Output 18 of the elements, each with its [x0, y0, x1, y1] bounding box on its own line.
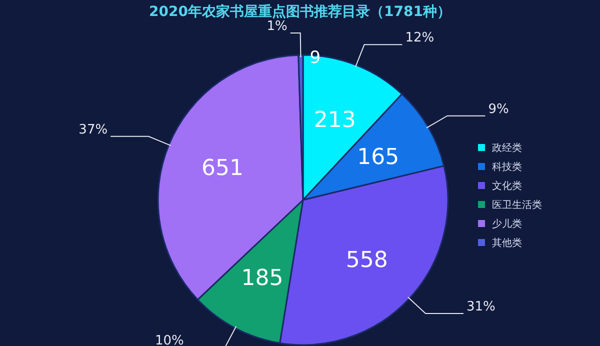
data-label: 165 [357, 145, 400, 170]
legend-label: 文化类 [492, 180, 522, 192]
text: 10% [154, 334, 184, 346]
legend-label: 科技类 [492, 161, 522, 173]
text: 1% [266, 19, 288, 34]
data-label: 185 [241, 266, 284, 291]
legend-label: 少儿类 [492, 218, 522, 230]
legend-label: 政经类 [492, 142, 522, 154]
text: 9% [488, 102, 509, 117]
data-label: 213 [314, 108, 356, 134]
legend-label: 医卫生活类 [492, 199, 542, 211]
text: 12% [405, 30, 434, 46]
data-label: 558 [346, 248, 388, 274]
data-label: 651 [202, 156, 244, 181]
legend-label: 其他类 [492, 237, 522, 249]
text: 37% [78, 122, 108, 138]
text: 31% [466, 299, 496, 314]
chart-title: 2020年农家书屋重点图书推荐目录（1781种） [149, 3, 451, 20]
